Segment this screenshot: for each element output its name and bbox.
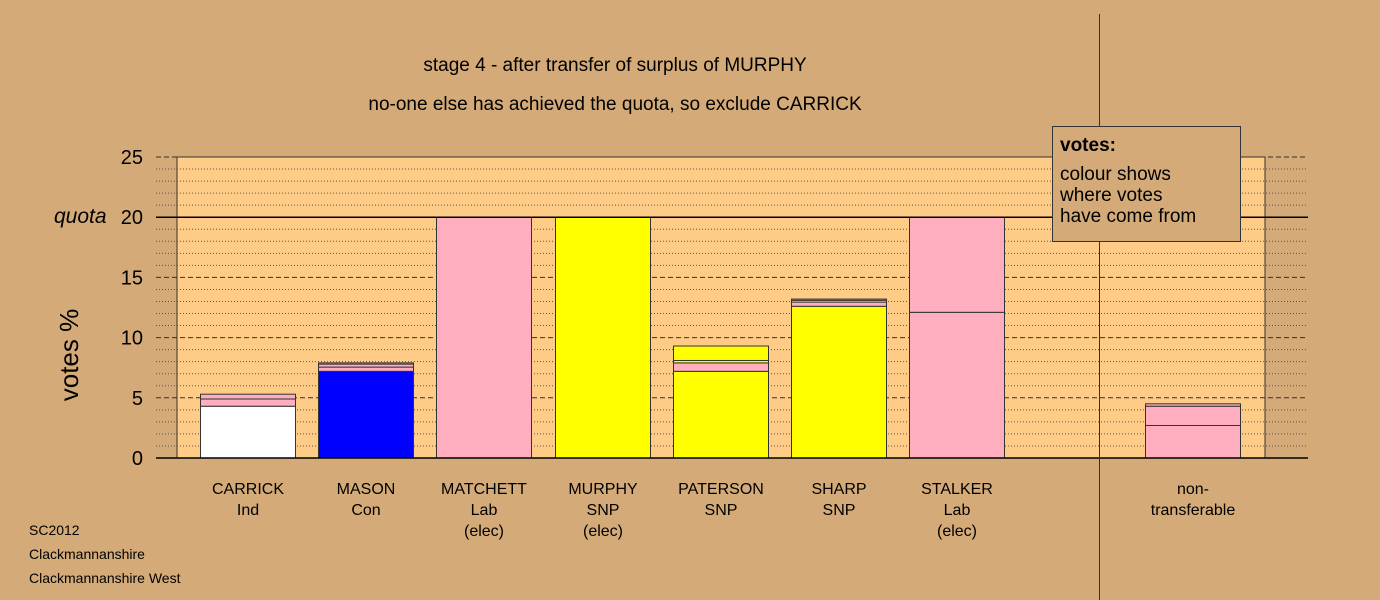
y-tick-label: 5	[132, 388, 143, 410]
y-tick-label: 15	[121, 267, 143, 289]
legend-line: have come from	[1060, 206, 1197, 227]
x-tick-label: Lab	[471, 502, 498, 519]
chart-subtitle: no-one else has achieved the quota, so e…	[368, 94, 862, 115]
bar-segment	[1145, 424, 1241, 459]
bar-segment	[673, 345, 769, 361]
bar-segment	[909, 216, 1005, 313]
x-tick-label: SNP	[587, 502, 620, 519]
x-tick-label: Ind	[237, 502, 259, 519]
bar-segment	[318, 362, 414, 365]
x-tick-label: transferable	[1151, 502, 1236, 519]
y-tick-label: 20	[121, 207, 143, 229]
bar-segment	[791, 298, 887, 301]
bar-segment	[673, 370, 769, 459]
bar-segment	[436, 216, 532, 459]
x-tick-label: STALKER	[921, 481, 993, 498]
bar-segment	[909, 311, 1005, 459]
y-axis-label: votes %	[54, 308, 84, 402]
bar-segment	[555, 216, 651, 459]
x-tick-label: non-	[1177, 481, 1209, 498]
x-tick-label: Lab	[944, 502, 971, 519]
legend-title: votes:	[1060, 135, 1116, 156]
ward-name: Clackmannanshire West	[29, 570, 181, 586]
legend-line: colour shows	[1060, 164, 1171, 185]
x-tick-label: (elec)	[583, 523, 623, 540]
y-tick-label: 10	[121, 328, 143, 350]
x-tick-label: (elec)	[937, 523, 977, 540]
y-tick-label: 0	[132, 448, 143, 470]
x-tick-label: CARRICK	[212, 481, 284, 498]
legend: votes: colour shows where votes have com…	[1052, 126, 1241, 242]
nontransferable-divider	[1099, 14, 1100, 600]
bar-segment	[200, 398, 296, 407]
bar-segment	[200, 405, 296, 459]
x-tick-label: MASON	[337, 481, 396, 498]
x-tick-label: MATCHETT	[441, 481, 527, 498]
chart-title: stage 4 - after transfer of surplus of M…	[423, 55, 807, 76]
x-tick-label: SHARP	[811, 481, 866, 498]
x-tick-label: Con	[351, 502, 380, 519]
bar-segment	[200, 393, 296, 400]
bar-segment	[791, 301, 887, 307]
bar-segment	[673, 362, 769, 372]
bar-segment	[1145, 405, 1241, 426]
x-tick-label: SNP	[823, 502, 856, 519]
legend-line: where votes	[1060, 185, 1163, 206]
quota-label: quota	[54, 205, 107, 228]
bar-segment	[318, 366, 414, 372]
y-tick-label: 25	[121, 147, 143, 169]
council-name: Clackmannanshire	[29, 546, 145, 562]
x-tick-label: SNP	[705, 502, 738, 519]
bar-segment	[791, 305, 887, 459]
bar-segment	[1145, 403, 1241, 407]
bar-segment	[318, 370, 414, 459]
x-tick-label: (elec)	[464, 523, 504, 540]
election-code: SC2012	[29, 522, 80, 538]
x-tick-label: PATERSON	[678, 481, 764, 498]
x-tick-label: MURPHY	[568, 481, 638, 498]
